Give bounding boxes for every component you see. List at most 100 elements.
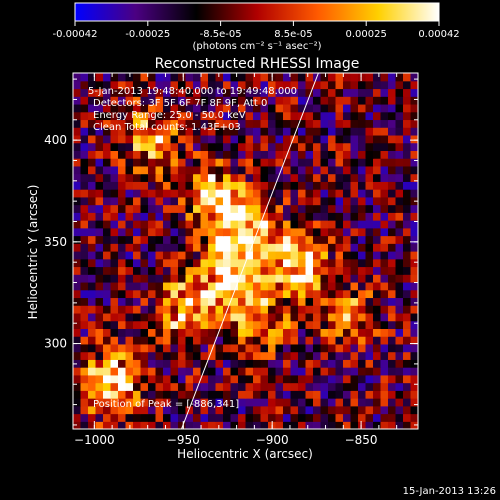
heatmap-cell [290,390,299,399]
heatmap-cell [155,390,164,399]
heatmap-cell [380,359,389,368]
heatmap-cell [335,297,344,306]
heatmap-cell [88,142,97,151]
heatmap-cell [328,398,337,407]
heatmap-cell [350,328,359,337]
heatmap-cell [290,73,299,82]
heatmap-cell [328,359,337,368]
heatmap-cell [185,227,194,237]
heatmap-cell [140,351,149,360]
heatmap-cell [208,351,217,360]
heatmap-cell [335,96,344,105]
heatmap-cell [320,88,329,97]
heatmap-cell [283,405,292,415]
heatmap-cell [200,173,209,182]
heatmap-cell [208,73,217,82]
heatmap-cell [343,405,352,415]
heatmap-cell [73,266,82,275]
heatmap-cell [343,73,352,82]
heatmap-cell [110,80,119,90]
heatmap-cell [140,251,149,260]
heatmap-cell [238,382,247,391]
colorbar-tick-label: 0.00042 [418,29,459,40]
heatmap-cell [313,212,322,221]
heatmap-cell [290,359,299,368]
heatmap-cell [403,88,412,97]
heatmap-cell [388,297,397,306]
heatmap-cell [73,305,82,314]
heatmap-cell [223,312,232,322]
heatmap-cell [208,227,217,237]
heatmap-cell [140,189,149,198]
heatmap-cell [305,421,314,429]
heatmap-cell [328,281,337,291]
heatmap-cell [268,405,277,415]
heatmap-cell [268,150,277,159]
heatmap-cell [388,367,397,376]
heatmap-cell [253,382,262,391]
heatmap-cell [245,227,254,237]
heatmap-cell [328,297,337,306]
heatmap-cell [118,266,127,275]
heatmap-cell [200,196,209,206]
heatmap-cell [260,196,269,206]
heatmap-cell [193,351,202,360]
heatmap-cell [73,73,82,82]
heatmap-cell [298,258,307,268]
heatmap-cell [320,227,329,237]
heatmap-cell [260,73,269,82]
heatmap-cell [343,158,352,167]
heatmap-cell [200,212,209,221]
heatmap-cell [305,96,314,105]
heatmap-cell [133,142,142,151]
heatmap-cell [215,258,224,268]
heatmap-cell [215,96,224,105]
heatmap-cell [238,96,247,105]
heatmap-cell [200,181,209,190]
heatmap-cell [350,189,359,198]
heatmap-cell [185,158,194,167]
heatmap-cell [230,173,239,182]
heatmap-cell [290,196,299,206]
heatmap-cell [290,289,299,299]
heatmap-cell [245,281,254,291]
heatmap-cell [208,297,217,306]
heatmap-cell [73,359,82,368]
colorbar-ticks: -0.00042 -0.00025 -8.5e-05 8.5e-05 0.00025 0.… [53,21,460,40]
heatmap-cell [133,189,142,198]
heatmap-cell [268,243,277,252]
heatmap-cell [230,88,239,97]
heatmap-cell [335,204,344,213]
heatmap-cell [403,274,412,283]
heatmap-cell [103,351,112,360]
x-tick-label: −1000 [74,433,115,447]
colorbar-tick-label: -8.5e-05 [200,29,242,40]
heatmap-cell [253,289,262,299]
heatmap-cell [313,158,322,167]
heatmap-cell [253,181,262,190]
heatmap-cell [125,243,134,252]
heatmap-cell [305,413,314,422]
heatmap-cell [215,266,224,275]
heatmap-cell [245,103,254,113]
heatmap-cell [328,405,337,415]
heatmap-cell [133,235,142,244]
heatmap-cell [283,134,292,144]
heatmap-cell [320,127,329,136]
heatmap-cell [133,173,142,182]
heatmap-cell [260,235,269,244]
heatmap-cell [103,165,112,175]
heatmap-cell [373,274,382,283]
heatmap-cell [358,127,367,136]
heatmap-cell [208,320,217,329]
heatmap-cell [373,367,382,376]
heatmap-cell [230,134,239,144]
heatmap-cell [380,119,389,128]
heatmap-cell [73,80,82,90]
heatmap-cell [275,359,284,368]
heatmap-cell [373,119,382,128]
heatmap-cell [395,80,404,90]
heatmap-cell [253,374,262,384]
heatmap-cell [395,181,404,190]
heatmap-cell [395,266,404,275]
